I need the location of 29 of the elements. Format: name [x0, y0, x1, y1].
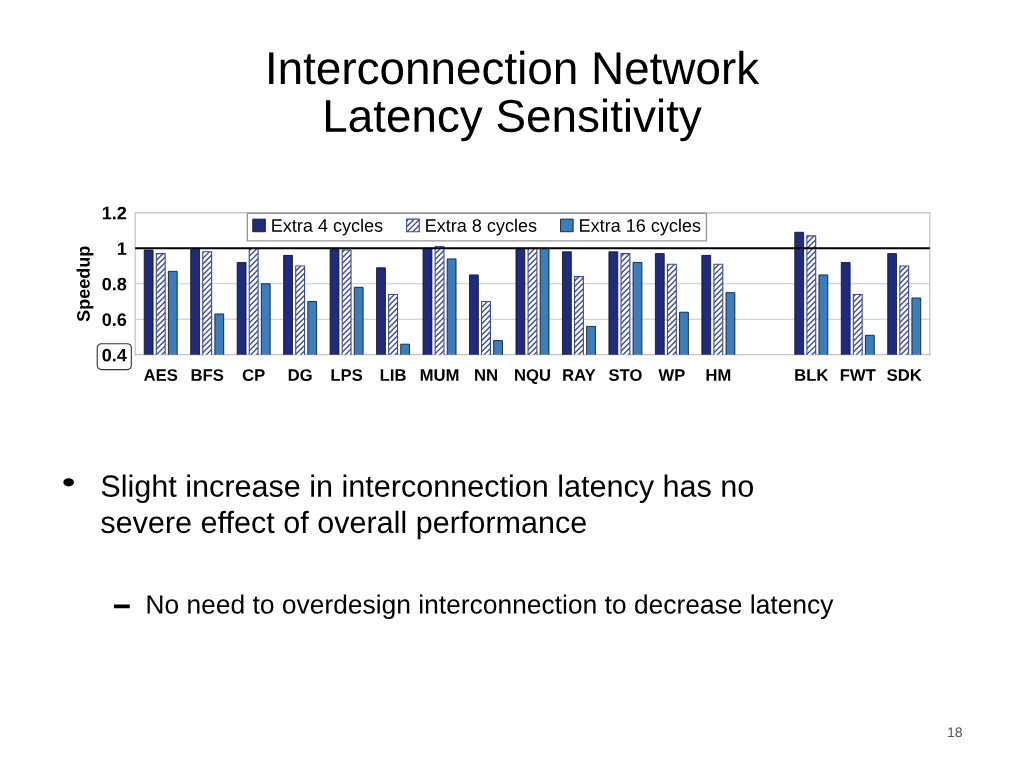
x-tick-label: RAY — [563, 369, 596, 381]
legend-label: Extra 8 cycles — [426, 218, 537, 236]
x-tick-label: CP — [242, 369, 265, 381]
x-tick-label: BLK — [795, 369, 829, 381]
x-tick-label: SDK — [887, 369, 922, 381]
x-tick-label: NQU — [515, 369, 550, 385]
x-tick-label: DG — [288, 369, 312, 381]
x-tick-label: STO — [608, 369, 642, 381]
legend-label: Extra 16 cycles — [580, 218, 701, 236]
y-tick-label: 1 — [117, 242, 127, 255]
x-tick-label: BFS — [191, 369, 224, 381]
y-tick-label: 0.6 — [102, 313, 127, 327]
y-tick-label: 0.8 — [102, 277, 127, 291]
x-tick-label: WP — [658, 369, 685, 381]
x-tick-label: NN — [475, 369, 497, 381]
x-tick-label: HM — [706, 369, 731, 381]
x-tick-label: LIB — [380, 369, 406, 381]
x-tick-label: AES — [144, 369, 178, 381]
text: No need to overdesign interconnection to decrease latency — [147, 594, 834, 620]
x-tick-label: FWT — [840, 369, 876, 381]
x-tick-label: LPS — [331, 369, 363, 381]
x-tick-label: MUM — [420, 369, 459, 381]
legend-label: Extra 4 cycles — [272, 218, 383, 236]
y-tick-label: 0.4 — [102, 348, 127, 362]
y-tick-label: 1.2 — [102, 206, 127, 220]
text: Slight increase in interconnection latency has no severe effect of overall performance — [101, 474, 754, 540]
y-axis-title: Speedup — [76, 246, 94, 322]
text: 18 — [948, 727, 962, 738]
chart-title: Interconnection Network Latency Sensitivity — [269, 50, 760, 142]
